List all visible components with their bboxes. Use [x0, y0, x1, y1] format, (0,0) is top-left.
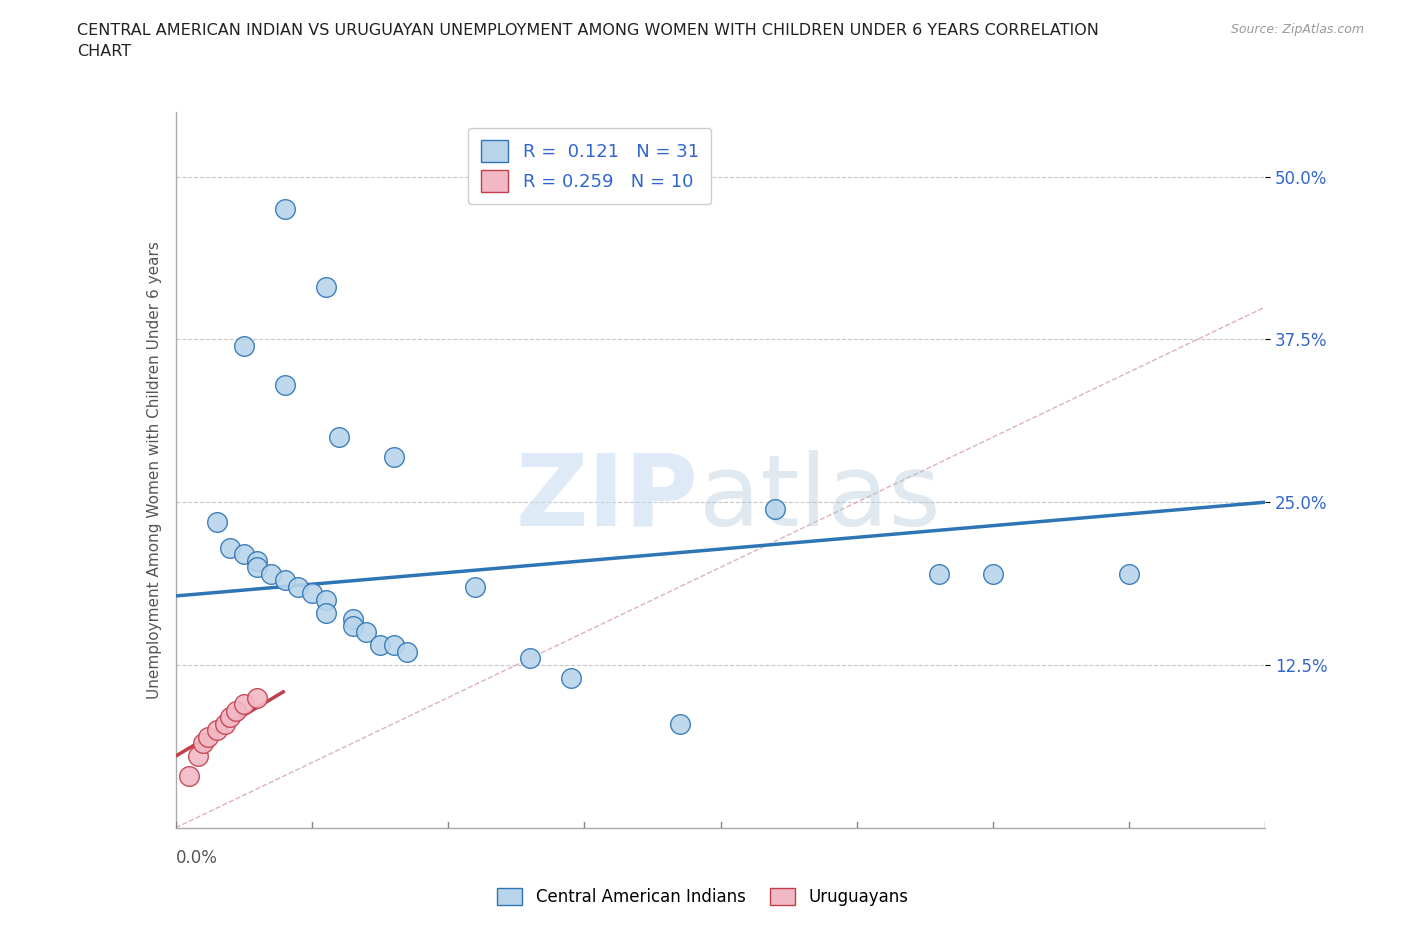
Point	[219, 540, 242, 555]
Point	[763, 501, 786, 516]
Point	[232, 339, 254, 353]
Point	[186, 749, 209, 764]
Point	[519, 651, 541, 666]
Point	[197, 729, 219, 744]
Point	[191, 736, 214, 751]
Point	[301, 586, 323, 601]
Point	[260, 566, 283, 581]
Point	[368, 638, 391, 653]
Point	[219, 710, 242, 724]
Point	[315, 280, 337, 295]
Y-axis label: Unemployment Among Women with Children Under 6 years: Unemployment Among Women with Children U…	[146, 241, 162, 698]
Text: atlas: atlas	[699, 450, 941, 547]
Text: ZIP: ZIP	[516, 450, 699, 547]
Point	[274, 378, 297, 392]
Point	[342, 618, 364, 633]
Point	[981, 566, 1004, 581]
Text: Source: ZipAtlas.com: Source: ZipAtlas.com	[1230, 23, 1364, 36]
Point	[246, 553, 269, 568]
Legend: R =  0.121   N = 31, R = 0.259   N = 10: R = 0.121 N = 31, R = 0.259 N = 10	[468, 127, 711, 205]
Point	[356, 625, 378, 640]
Point	[1118, 566, 1140, 581]
Point	[315, 592, 337, 607]
Point	[205, 514, 228, 529]
Point	[560, 671, 582, 685]
Point	[246, 560, 269, 575]
Point	[464, 579, 486, 594]
Point	[274, 573, 297, 588]
Point	[274, 202, 297, 217]
Point	[225, 703, 247, 718]
Point	[205, 723, 228, 737]
Point	[214, 716, 236, 731]
Point	[246, 690, 269, 705]
Text: 0.0%: 0.0%	[176, 849, 218, 867]
Text: CENTRAL AMERICAN INDIAN VS URUGUAYAN UNEMPLOYMENT AMONG WOMEN WITH CHILDREN UNDE: CENTRAL AMERICAN INDIAN VS URUGUAYAN UNE…	[77, 23, 1099, 60]
Point	[928, 566, 950, 581]
Point	[315, 605, 337, 620]
Legend: Central American Indians, Uruguayans: Central American Indians, Uruguayans	[491, 881, 915, 912]
Point	[342, 612, 364, 627]
Point	[382, 638, 405, 653]
Point	[328, 430, 350, 445]
Point	[668, 716, 690, 731]
Point	[232, 697, 254, 711]
Point	[179, 768, 201, 783]
Point	[287, 579, 309, 594]
Point	[232, 547, 254, 562]
Point	[396, 644, 419, 659]
Point	[382, 449, 405, 464]
